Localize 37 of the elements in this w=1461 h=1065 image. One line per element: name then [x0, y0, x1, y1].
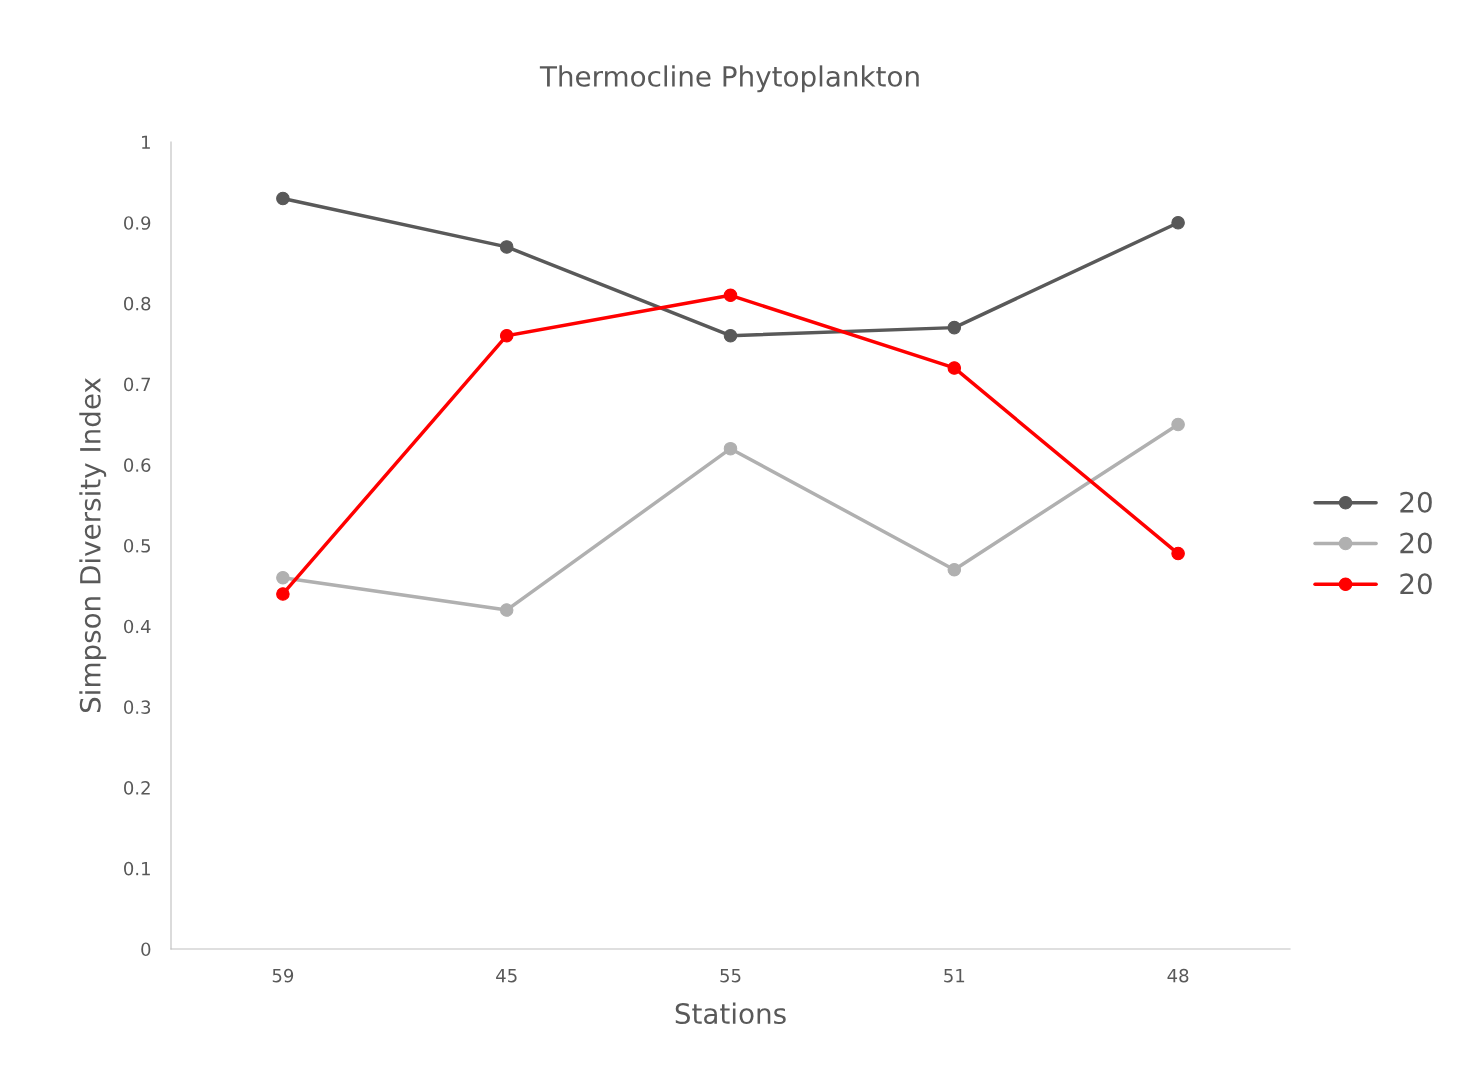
y-tick-label: 1: [142, 135, 150, 149]
point: [723, 288, 738, 303]
y-tick-label: 0.4: [124, 619, 151, 634]
x-tick-label: 51: [944, 969, 965, 983]
point: [276, 571, 290, 585]
point: [947, 320, 962, 335]
point: [1171, 417, 1185, 432]
point: [723, 328, 738, 343]
y-tick-label: 0.1: [124, 861, 150, 876]
x-tick-label: 45: [496, 969, 517, 983]
point: [499, 603, 514, 617]
point: [499, 328, 514, 343]
point: [276, 191, 290, 206]
x-tick-label: 48: [1167, 968, 1189, 983]
y-tick-label: 0.6: [124, 458, 151, 472]
y-axis-title: Simpson Diversity Index: [79, 378, 107, 713]
y-tick-label: 0.9: [124, 216, 151, 230]
y-tick-label: 0.5: [124, 538, 150, 553]
point: [947, 361, 962, 375]
point: [947, 562, 962, 577]
point: [1171, 215, 1185, 230]
legend-label: 20: [1400, 491, 1432, 513]
chart-title: Thermocline Phytoplankton: [539, 65, 919, 93]
y-tick-label: 0.2: [124, 781, 150, 795]
legend-label: 20: [1400, 532, 1432, 554]
x-tick-label: 59: [272, 968, 294, 983]
legend-label: 20: [1400, 573, 1432, 595]
point: [276, 587, 290, 601]
x-axis-title: Stations: [675, 1002, 786, 1025]
point: [499, 240, 514, 254]
y-tick-label: 0.7: [124, 377, 151, 392]
x-tick-label: 55: [720, 969, 741, 983]
point: [1171, 546, 1185, 561]
y-tick-label: 0.3: [124, 700, 151, 715]
point: [723, 441, 738, 456]
y-tick-label: 0.8: [124, 296, 151, 311]
y-tick-label: 0: [141, 942, 151, 957]
